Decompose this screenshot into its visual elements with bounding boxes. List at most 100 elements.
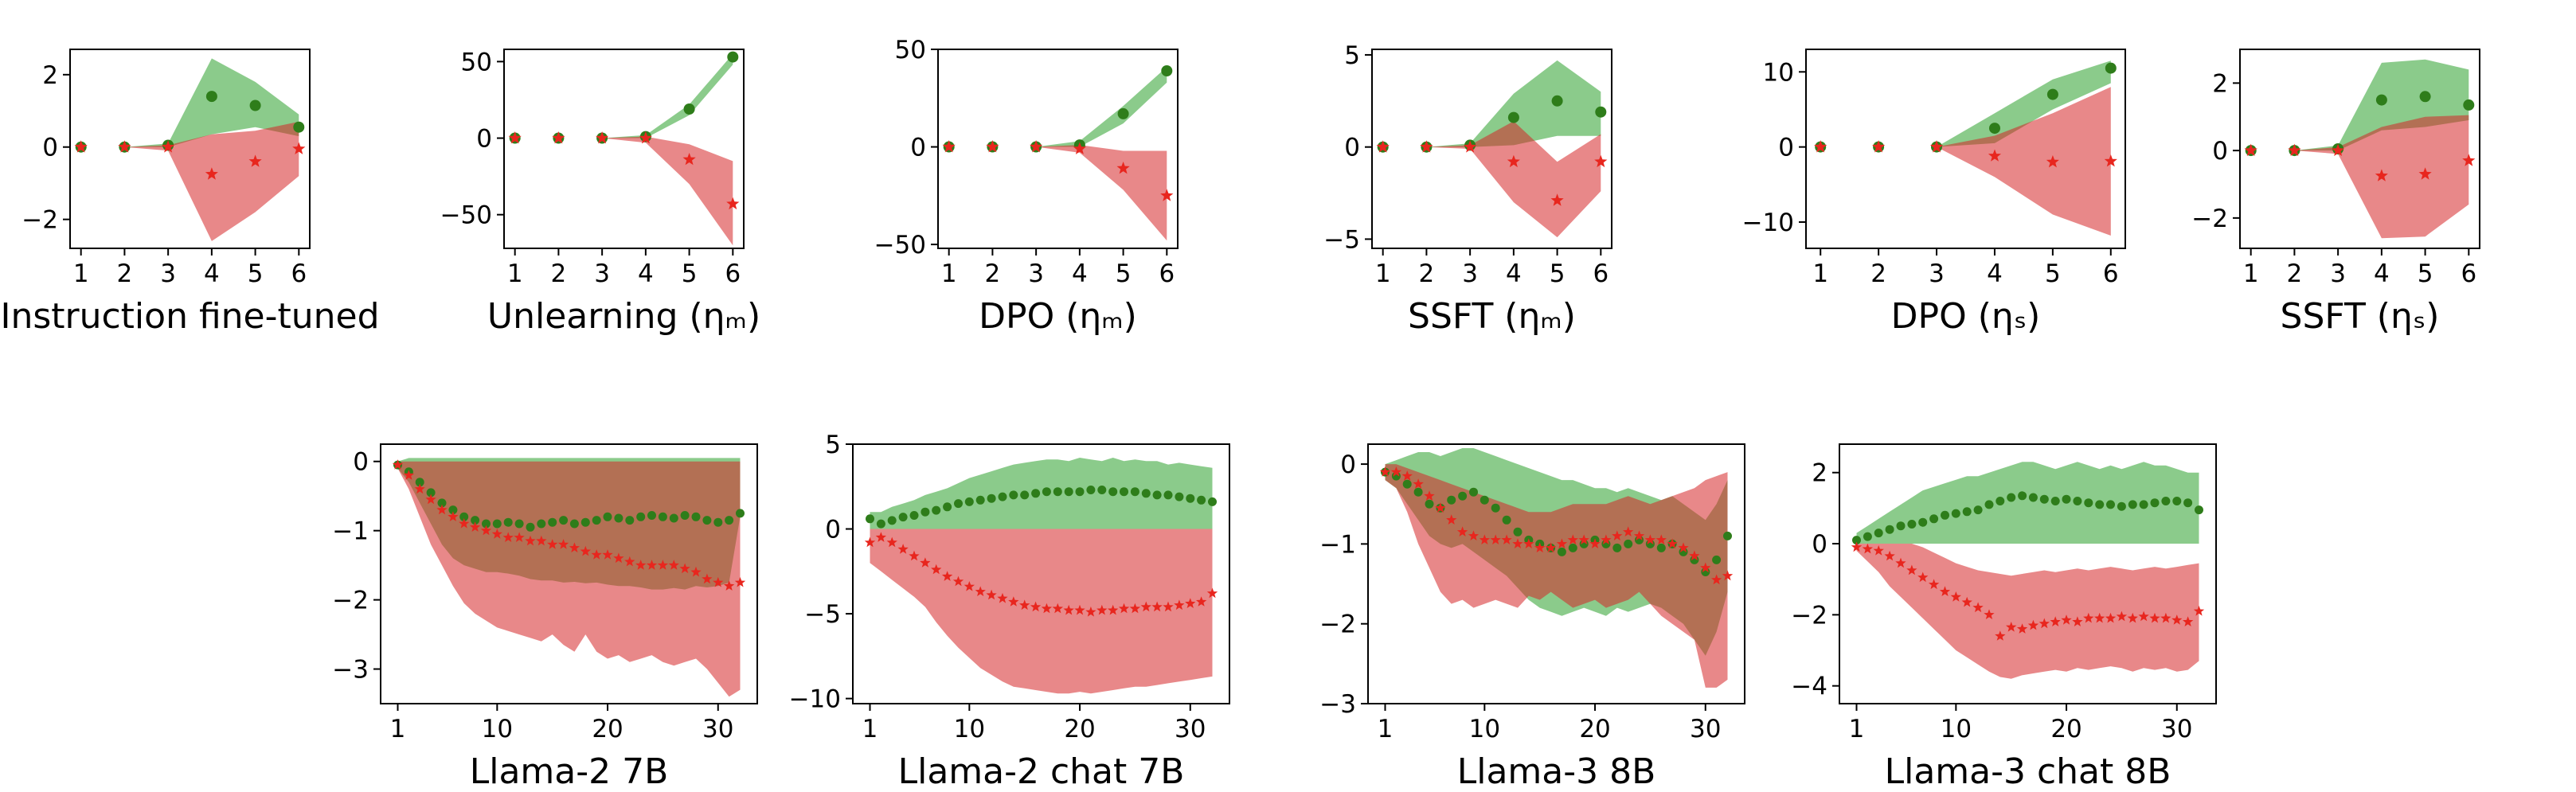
green-circle-point xyxy=(736,509,745,518)
red-uncertainty-band xyxy=(2250,115,2469,239)
y-tick-label: −2 xyxy=(332,587,369,615)
x-tick-label: 30 xyxy=(1690,715,1721,743)
red-star-point xyxy=(2027,619,2039,630)
red-star-point xyxy=(1413,478,1424,489)
red-star-point xyxy=(931,564,942,575)
x-tick-label: 4 xyxy=(204,259,220,288)
red-uncertainty-band xyxy=(1820,87,2111,236)
green-circle-point xyxy=(1973,505,1983,515)
x-tick-label: 2 xyxy=(1419,259,1435,288)
red-star-point xyxy=(525,535,536,546)
chart-panel-8: 1 10 20 30 5 0 −5 −10 Llama-2 chat 7B xyxy=(789,431,1230,792)
green-circle-point xyxy=(1989,123,2000,135)
plot-area xyxy=(864,458,1218,694)
red-star-point xyxy=(580,545,591,556)
red-star-point xyxy=(920,557,931,568)
green-circle-point xyxy=(526,522,535,532)
red-star-point xyxy=(1507,154,1520,168)
red-star-point xyxy=(2332,143,2345,156)
red-star-point xyxy=(1073,142,1086,154)
red-star-point xyxy=(679,563,690,574)
x-tick-label: 1 xyxy=(1375,259,1391,288)
red-star-point xyxy=(1678,542,1689,553)
green-circle-point xyxy=(1656,543,1666,552)
x-tick-label: 3 xyxy=(2330,259,2346,288)
red-star-point xyxy=(1667,538,1678,548)
green-circle-point xyxy=(909,511,919,520)
green-circle-point xyxy=(921,507,930,517)
red-star-point xyxy=(459,518,470,529)
green-circle-point xyxy=(2095,500,2105,509)
red-star-point xyxy=(2244,143,2257,156)
green-circle-point xyxy=(1852,536,1861,545)
red-star-point xyxy=(1984,609,1995,619)
red-star-point xyxy=(2083,612,2094,623)
x-tick-label: 2 xyxy=(1870,259,1886,288)
x-tick-label: 6 xyxy=(725,259,741,288)
red-star-point xyxy=(897,544,909,554)
green-circle-point xyxy=(625,516,635,525)
red-star-point xyxy=(864,536,876,548)
red-star-point xyxy=(1490,534,1501,544)
green-circle-point xyxy=(954,499,963,509)
green-circle-point xyxy=(702,516,712,525)
green-circle-point xyxy=(1951,509,1960,518)
green-circle-point xyxy=(1009,490,1018,500)
red-star-point xyxy=(1633,530,1645,540)
red-star-point xyxy=(602,549,613,560)
green-circle-point xyxy=(1896,521,1906,531)
red-star-point xyxy=(875,532,886,542)
red-star-point xyxy=(1008,596,1019,607)
green-circle-point xyxy=(1624,539,1633,548)
x-tick-label: 2 xyxy=(117,259,133,288)
y-tick-label: 0 xyxy=(1812,530,1827,559)
x-tick-label: 10 xyxy=(482,715,513,743)
red-star-point xyxy=(657,560,669,570)
red-star-point xyxy=(2094,612,2105,623)
chart-panel-2: 1 2 3 4 5 6 −50 0 50 Unlearning (ηₘ) xyxy=(440,48,761,337)
red-uncertainty-band xyxy=(948,145,1167,241)
red-star-point xyxy=(414,483,425,494)
green-circle-point xyxy=(514,519,524,529)
green-circle-point xyxy=(2007,493,2016,502)
green-circle-point xyxy=(1130,487,1139,497)
green-circle-point xyxy=(1962,507,1972,517)
x-tick-label: 30 xyxy=(2161,715,2192,743)
x-tick-label: 1 xyxy=(862,715,878,743)
red-uncertainty-band xyxy=(1382,121,1601,238)
panel-title: Llama-2 chat 7B xyxy=(898,751,1185,792)
red-star-point xyxy=(1163,601,1174,612)
x-tick-label: 6 xyxy=(1159,259,1175,288)
red-star-point xyxy=(2127,612,2138,623)
green-circle-point xyxy=(898,513,908,522)
chart-panel-7: 1 10 20 30 0 −1 −2 −3 Llama-2 7B xyxy=(332,443,758,792)
y-tick-label: 2 xyxy=(2212,69,2228,98)
green-circle-point xyxy=(1612,543,1622,552)
red-star-point xyxy=(2193,605,2205,616)
panel-title: Unlearning (ηₘ) xyxy=(487,296,760,337)
red-star-point xyxy=(1961,596,1972,607)
red-star-point xyxy=(491,529,502,539)
red-star-point xyxy=(2288,143,2301,156)
red-star-point xyxy=(557,539,569,549)
red-star-point xyxy=(1074,604,1085,615)
red-star-point xyxy=(118,140,131,153)
red-uncertainty-band xyxy=(1856,544,2199,679)
green-circle-point xyxy=(987,494,996,503)
red-star-point xyxy=(1623,526,1634,536)
green-circle-point xyxy=(1557,547,1566,556)
x-tick-label: 6 xyxy=(2461,259,2476,288)
red-star-point xyxy=(668,560,679,570)
green-circle-point xyxy=(680,511,690,520)
red-star-point xyxy=(1917,572,1929,583)
red-star-point xyxy=(734,576,746,587)
red-star-point xyxy=(886,536,897,548)
green-circle-point xyxy=(683,103,695,115)
panel-title: SSFT (ηₛ) xyxy=(2281,296,2440,337)
red-star-point xyxy=(1550,193,1564,206)
red-star-point xyxy=(1019,599,1030,611)
red-star-point xyxy=(1174,599,1185,611)
